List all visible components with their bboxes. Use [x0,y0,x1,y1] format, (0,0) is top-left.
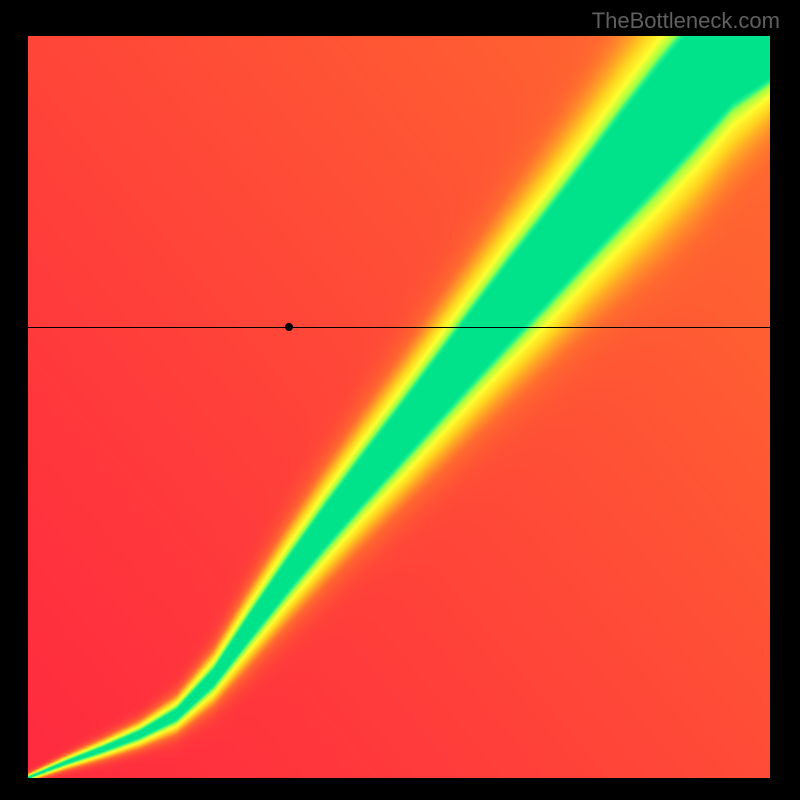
crosshair-vertical [289,778,290,800]
chart-container: TheBottleneck.com [0,0,800,800]
heatmap-canvas [28,36,770,778]
plot-area [28,36,770,778]
marker-dot [285,323,293,331]
watermark-text: TheBottleneck.com [592,8,780,34]
crosshair-horizontal [28,327,770,328]
